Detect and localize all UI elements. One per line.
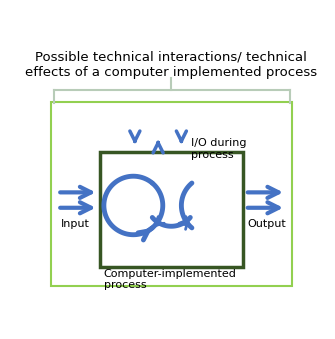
FancyBboxPatch shape xyxy=(51,101,292,286)
Text: Output: Output xyxy=(247,219,286,228)
Text: I/O during
process: I/O during process xyxy=(191,138,247,160)
Text: Possible technical interactions/ technical
effects of a computer implemented pro: Possible technical interactions/ technic… xyxy=(25,51,317,79)
FancyBboxPatch shape xyxy=(100,152,243,267)
Text: Computer-implemented
process: Computer-implemented process xyxy=(104,268,237,290)
Text: Input: Input xyxy=(61,219,90,228)
